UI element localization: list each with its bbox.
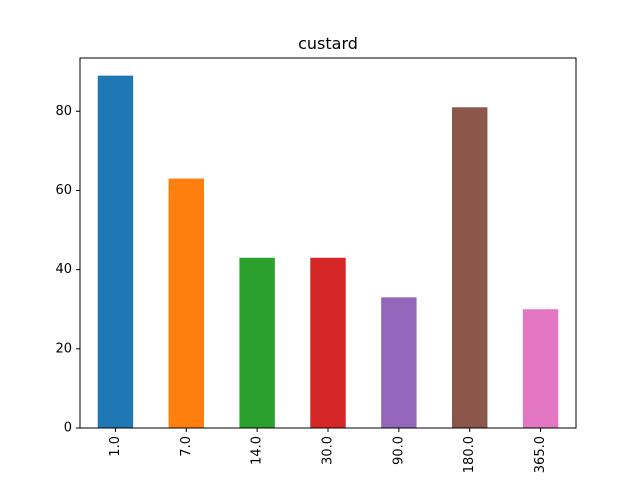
bar-1.0 [97, 75, 134, 428]
x-tick-label: 180.0 [462, 436, 477, 473]
bar-30.0 [310, 257, 346, 428]
bar-7.0 [168, 178, 204, 428]
x-tick-label: 14.0 [250, 436, 265, 465]
bars-group [97, 75, 559, 429]
y-axis: 0 20 40 60 80 [55, 104, 80, 436]
y-tick-label: 80 [55, 104, 72, 119]
y-tick-label: 20 [55, 341, 72, 356]
bar-180.0 [452, 107, 488, 429]
bar-14.0 [239, 257, 275, 428]
y-tick-label: 60 [55, 183, 72, 198]
x-tick-label: 30.0 [321, 436, 336, 465]
y-tick-label: 0 [64, 421, 72, 436]
bar-90.0 [381, 297, 417, 428]
x-tick-label: 1.0 [108, 436, 123, 457]
y-tick-label: 40 [55, 262, 72, 277]
bar-365.0 [522, 309, 559, 428]
x-tick-label: 365.0 [533, 436, 548, 473]
chart-title: custard [298, 34, 358, 53]
plot-frame [79, 57, 577, 429]
x-axis: 1.0 7.0 14.0 30.0 90.0 180.0 365.0 [108, 428, 548, 473]
x-tick-label: 90.0 [391, 436, 406, 465]
x-tick-label: 7.0 [179, 436, 194, 457]
